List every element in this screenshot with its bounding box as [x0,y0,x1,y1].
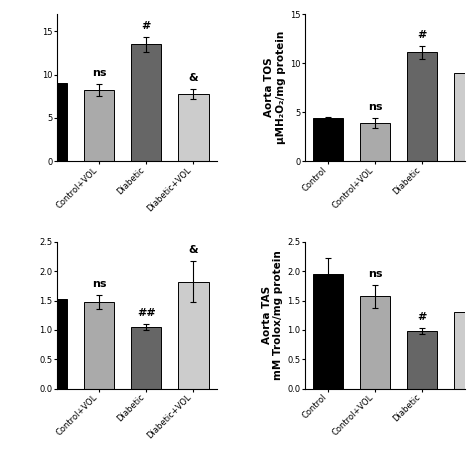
Text: &: & [189,246,198,255]
Text: #: # [418,30,427,40]
Y-axis label: Aorta TAS
mM Trolox/mg protein: Aorta TAS mM Trolox/mg protein [262,250,283,380]
Bar [178,282,209,389]
Bar [131,327,162,389]
Bar [407,331,438,389]
Bar [454,312,474,389]
Bar [313,118,344,161]
Bar [178,94,209,161]
Text: &: & [189,73,198,82]
Text: ns: ns [92,68,107,78]
Text: ##: ## [137,308,155,318]
Bar [313,274,344,389]
Bar [84,90,115,161]
Bar [360,123,391,161]
Y-axis label: Aorta TOS
μMH₂O₂/mg protein: Aorta TOS μMH₂O₂/mg protein [264,31,286,144]
Bar [131,45,162,161]
Bar [37,299,67,389]
Text: ns: ns [92,279,107,290]
Bar [407,53,438,161]
Bar [37,83,67,161]
Bar [84,302,115,389]
Text: #: # [142,21,151,31]
Bar [454,73,474,161]
Text: ns: ns [368,269,383,279]
Text: ns: ns [368,102,383,112]
Text: #: # [418,312,427,322]
Bar [360,296,391,389]
